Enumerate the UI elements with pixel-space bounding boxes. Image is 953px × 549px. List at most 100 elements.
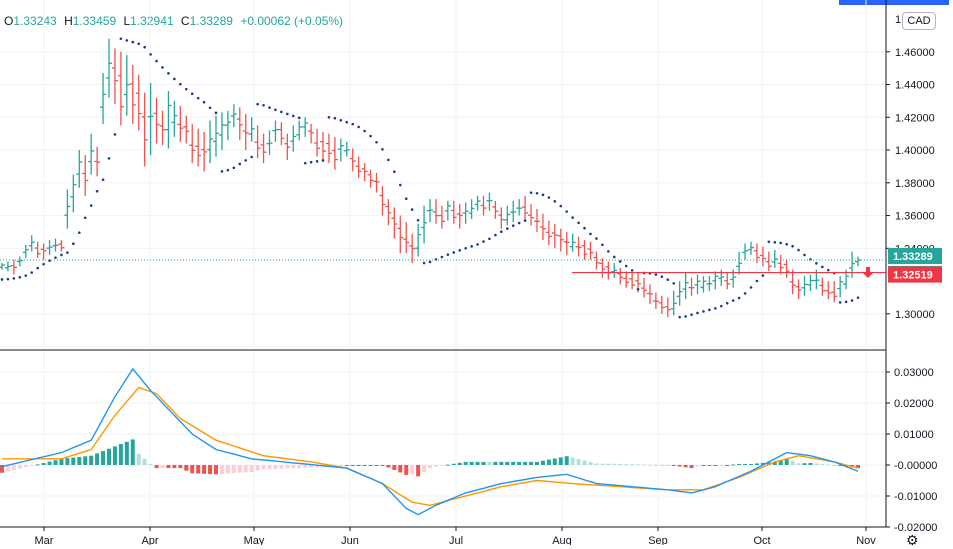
currency-badge[interactable]: CAD [902,12,936,30]
histogram-bar [683,465,688,468]
toolbar-accent[interactable] [839,0,949,5]
sar-dot [274,108,277,112]
sar-dot [232,166,236,170]
histogram-bar [392,465,397,470]
price-bar [551,223,558,249]
price-bar [129,64,136,124]
sar-dot [714,307,717,310]
price-bar [189,123,196,164]
time-tick-label: Aug [552,535,572,545]
price-bar [617,267,624,285]
sar-dot [517,221,521,225]
histogram-bar [0,465,4,473]
sar-dot [761,274,765,277]
sar-dot [612,255,616,259]
histogram-bar [689,465,694,469]
price-bar [587,241,594,260]
histogram-bar [59,458,64,465]
price-bar [242,114,249,151]
histogram-bar [523,461,528,465]
macd-tick-label: 0.03000 [894,367,934,379]
price-bar [16,256,23,267]
sar-dot [173,77,176,81]
histogram-bar [41,462,46,465]
histogram-bar [701,465,706,466]
histogram-bar [255,465,260,471]
histogram-bar [856,465,860,469]
sar-dot [113,133,117,136]
histogram-bar [576,459,581,465]
histogram-bar [172,465,177,469]
histogram-bar [433,465,438,467]
sar-dot [428,260,432,264]
price-bar [171,100,178,137]
sar-dot [60,253,63,257]
histogram-bar [511,461,516,465]
price-bar [432,199,439,224]
gear-icon[interactable]: ⚙ [906,532,919,548]
sar-dot [72,242,75,246]
sar-dot [12,277,16,280]
sar-dot [315,160,319,163]
macd-tick-label: 0.01000 [894,429,934,441]
price-bar [302,117,309,137]
histogram-bar [493,461,498,465]
histogram-bar [671,465,676,466]
sar-dot [167,72,170,75]
sar-dot [494,233,497,237]
sar-dot [333,116,337,120]
open-label: O [4,14,14,28]
price-bar [415,223,422,257]
sar-dot [660,275,664,278]
histogram-bar [231,465,236,474]
sar-dot [89,204,93,207]
histogram-bar [398,465,403,473]
histogram-bar [5,465,10,472]
price-bar [260,133,267,164]
price-bar [28,235,35,252]
histogram-bar [17,465,22,469]
sar-dot [291,114,295,118]
price-bar [658,295,665,314]
price-bar [492,200,499,219]
histogram-bar [279,465,284,469]
price-bar [771,249,778,268]
price-bar [40,243,47,260]
sar-dot [547,196,551,199]
histogram-bar [517,461,522,465]
histogram-bar [154,465,159,469]
histogram-bar [404,465,409,475]
price-bar [337,138,344,162]
histogram-bar [481,461,486,465]
price-bar [682,272,689,300]
sar-dot [595,237,598,240]
price-tick-label: 1.30000 [895,309,935,321]
sar-dot [553,200,557,203]
price-bar [88,133,95,175]
sar-dot [190,92,194,96]
price-bar [837,276,844,298]
price-bar [623,271,630,288]
histogram-bar [695,465,700,467]
price-bar [593,251,600,270]
price-bar [308,123,315,144]
histogram-bar [178,465,183,469]
histogram-bar [71,457,76,465]
sar-dot [529,191,533,194]
price-bar [849,251,856,278]
price-bar [183,115,190,144]
histogram-bar [743,463,748,465]
price-bar [106,38,112,98]
sar-dot [737,296,741,300]
price-bar [825,281,832,300]
histogram-bar [190,465,195,474]
sar-dot [779,241,783,245]
price-bar [296,120,303,141]
sar-dot [101,178,105,181]
time-tick-label: Jun [341,535,359,545]
macd-tick-label: -0.01000 [894,491,937,503]
sar-dot [36,266,39,270]
histogram-bar [606,463,611,465]
macd-tick-label: 0.02000 [894,398,934,410]
